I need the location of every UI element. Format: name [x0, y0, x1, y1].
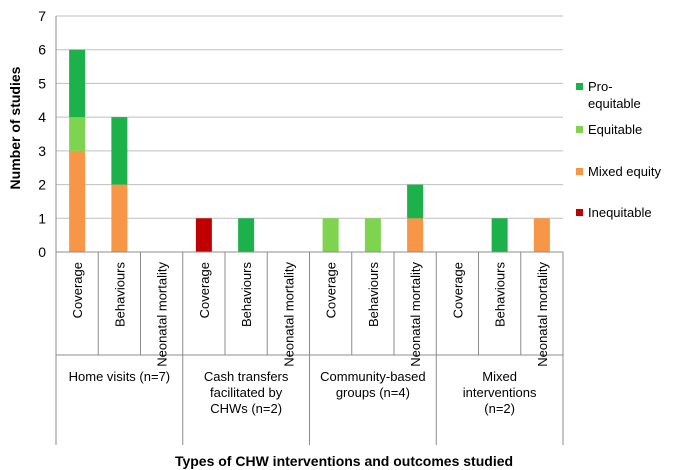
bar-segment-equitable	[364, 218, 381, 252]
legend-label: Pro-equitable	[588, 79, 641, 111]
legend-swatch	[576, 83, 583, 90]
category-label: Behaviours	[493, 262, 508, 328]
y-tick-label: 0	[38, 244, 46, 260]
group-label: Home visits (n=7)	[69, 369, 171, 384]
bar-segment-pro-equitable	[407, 184, 424, 219]
legend-swatch	[576, 126, 583, 133]
bar-segment-mixed-equity	[69, 150, 86, 252]
y-tick-label: 3	[38, 143, 46, 159]
category-label: Neonatal mortality	[281, 262, 296, 367]
category-label: Behaviours	[112, 262, 127, 328]
category-label: Coverage	[450, 262, 465, 318]
bar-segment-mixed-equity	[111, 184, 128, 252]
bar-segment-equitable	[69, 117, 86, 151]
legend-swatch	[576, 168, 583, 175]
category-label: Behaviours	[366, 262, 381, 328]
y-tick-label: 2	[38, 177, 46, 193]
axes	[55, 16, 564, 445]
bar-segment-pro-equitable	[69, 49, 86, 118]
y-tick-label: 4	[38, 109, 46, 125]
legend-label: Inequitable	[588, 205, 652, 220]
group-label: Cash transfers facilitated by CHWs (n=2)	[204, 369, 289, 416]
legend-swatch	[576, 209, 583, 216]
y-tick-label: 1	[38, 210, 46, 226]
y-tick-label: 5	[38, 75, 46, 91]
legend: Pro-equitable Equitable Mixed equity Inequi…	[576, 79, 661, 220]
gridlines	[56, 15, 563, 253]
bar-segment-pro-equitable	[491, 218, 508, 252]
bar-segment-pro-equitable	[111, 117, 128, 185]
category-label: Neonatal mortality	[535, 262, 550, 367]
y-tick-label: 6	[38, 42, 46, 58]
bar-segment-mixed-equity	[407, 218, 424, 252]
bar-segment-pro-equitable	[238, 218, 255, 252]
y-axis-title: Number of studies	[7, 66, 23, 189]
category-label: Neonatal mortality	[155, 262, 170, 367]
category-label: Coverage	[324, 262, 339, 318]
bars	[69, 49, 550, 252]
category-labels: Coverage Behaviours Neonatal mortality Cove…	[70, 262, 550, 367]
bar-segment-equitable	[322, 218, 339, 252]
legend-label: Mixed equity	[588, 164, 661, 179]
x-axis-title: Types of CHW interventions and outcomes …	[175, 453, 513, 469]
y-tick-labels: 0 1 2 3 4 5 6 7	[38, 8, 46, 260]
bar-segment-inequitable	[195, 218, 212, 252]
category-label: Coverage	[197, 262, 212, 318]
y-tick-label: 7	[38, 8, 46, 24]
group-label: Community-based groups (n=4)	[320, 369, 426, 400]
category-label: Coverage	[70, 262, 85, 318]
legend-label: Equitable	[588, 122, 642, 137]
group-labels: Home visits (n=7) Cash transfers facilitat…	[69, 369, 537, 416]
category-label: Behaviours	[239, 262, 254, 328]
group-label: Mixed interventions (n=2)	[463, 369, 537, 416]
category-label: Neonatal mortality	[408, 262, 423, 367]
bar-segment-mixed-equity	[533, 218, 550, 252]
